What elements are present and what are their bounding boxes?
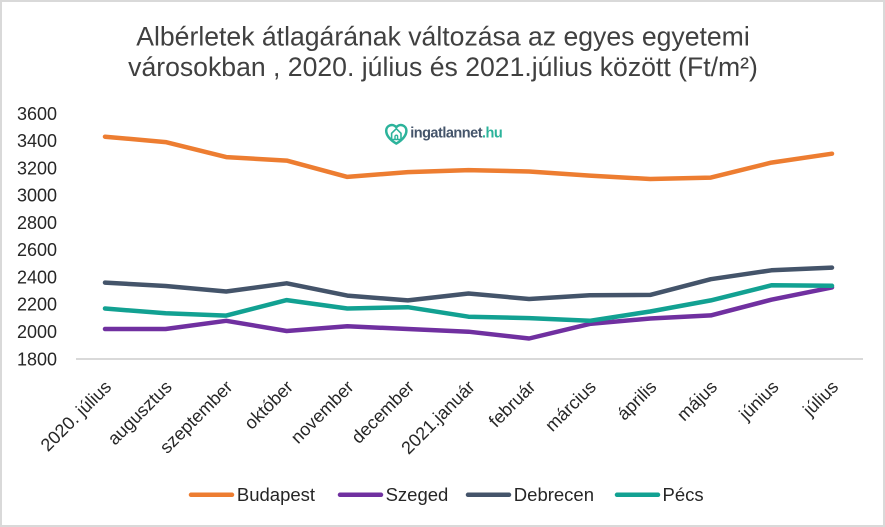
svg-text:3600: 3600 xyxy=(17,104,57,124)
svg-text:2000: 2000 xyxy=(17,322,57,342)
svg-text:május: május xyxy=(673,377,721,425)
svg-text:2600: 2600 xyxy=(17,240,57,260)
svg-text:városokban , 2020. július és 2: városokban , 2020. július és 2021.július… xyxy=(128,52,758,82)
svg-text:2200: 2200 xyxy=(17,295,57,315)
svg-text:július: július xyxy=(798,377,842,421)
svg-text:március: március xyxy=(541,377,600,436)
svg-text:2800: 2800 xyxy=(17,213,57,233)
svg-text:október: október xyxy=(240,377,297,434)
svg-text:Pécs: Pécs xyxy=(663,484,704,505)
svg-text:3400: 3400 xyxy=(17,131,57,151)
svg-text:június: június xyxy=(735,377,783,425)
svg-text:3200: 3200 xyxy=(17,158,57,178)
svg-text:ingatlannet.hu: ingatlannet.hu xyxy=(410,126,502,142)
svg-text:február: február xyxy=(485,377,539,431)
svg-text:Albérletek átlagárának változá: Albérletek átlagárának változása az egye… xyxy=(136,22,750,52)
svg-text:1800: 1800 xyxy=(17,349,57,369)
svg-text:Budapest: Budapest xyxy=(237,484,315,505)
svg-text:Debrecen: Debrecen xyxy=(514,484,594,505)
svg-text:november: november xyxy=(287,377,358,448)
svg-text:2400: 2400 xyxy=(17,267,57,287)
svg-text:2020. július: 2020. július xyxy=(37,377,116,456)
svg-text:Szeged: Szeged xyxy=(386,484,449,505)
svg-text:3000: 3000 xyxy=(17,186,57,206)
svg-text:április: április xyxy=(613,377,660,424)
